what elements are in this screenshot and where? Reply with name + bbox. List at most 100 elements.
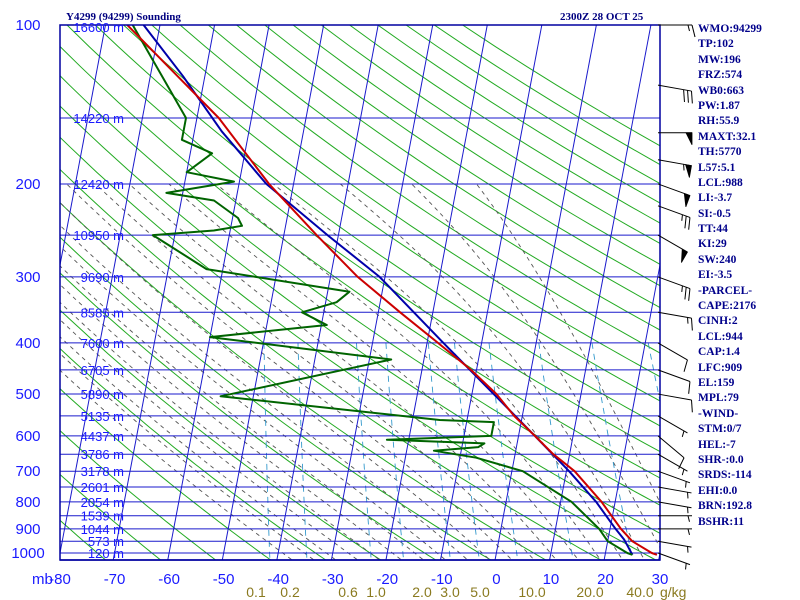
moist-adiabat: [272, 183, 624, 560]
stability-index-item: EI:-3.5: [698, 269, 733, 282]
mixing-ratio-tick-label: 40.0: [626, 584, 653, 600]
station-title: Y4299 (94299) Sounding: [66, 11, 181, 23]
wind-barb: [657, 453, 688, 476]
stability-index-item: MAXT:32.1: [698, 130, 757, 143]
wind-barb-staff: [657, 552, 691, 566]
stability-index-item: TT:44: [698, 223, 728, 236]
temperature-tick-label: -50: [213, 571, 235, 588]
dry-adiabat: [123, 25, 660, 402]
wind-barb: [658, 132, 693, 145]
moist-adiabat: [60, 336, 337, 560]
mixing-ratio-line: [488, 342, 519, 560]
pressure-tick-label: 400: [15, 335, 40, 352]
wind-barb-flag: [690, 318, 693, 331]
pressure-tick-label: 200: [15, 176, 40, 193]
moist-adiabat: [60, 283, 403, 560]
wind-barb-flag: [691, 24, 696, 38]
temperature-tick-label: 30: [652, 571, 669, 588]
stability-index-item: LCL:988: [698, 176, 743, 189]
isotherm: [549, 25, 652, 560]
wind-barb-flag: [684, 287, 687, 300]
temperature-tick-label: -80: [49, 571, 71, 588]
moist-adiabat: [476, 183, 660, 504]
temperature-tick-label: 10: [543, 571, 560, 588]
temperature-tick-label: -60: [158, 571, 180, 588]
wind-barb-flag: [690, 91, 693, 104]
mixing-ratio-tick-label: 1.0: [366, 584, 386, 600]
wind-barb-staff: [657, 342, 688, 361]
stability-index-item: -PARCEL-: [698, 284, 753, 297]
dry-adiabat: [60, 272, 437, 560]
height-label: 2601 m: [81, 480, 124, 495]
height-label: 3178 m: [81, 464, 124, 479]
wind-barb-pennant: [683, 192, 691, 207]
height-label: 120 m: [88, 546, 124, 561]
dry-adiabat: [60, 105, 660, 534]
moist-adiabat: [60, 224, 469, 560]
wind-barb-half-flag: [687, 528, 690, 535]
plot-border: [59, 24, 661, 561]
wind-barb-pennant: [685, 164, 692, 178]
mixing-ratio-line: [297, 342, 308, 560]
moist-adiabat: [339, 183, 646, 560]
mixing-ratio-tick-label: 0.6: [338, 584, 358, 600]
wind-barb-half-flag: [681, 469, 685, 476]
mixing-ratio-line: [356, 342, 372, 560]
stability-index-item: L57:5.1: [698, 161, 736, 174]
stability-index-item: MW:196: [698, 53, 741, 66]
wind-barb-half-flag: [687, 24, 690, 32]
temperature-tick-label: -70: [104, 571, 126, 588]
wind-barb-pennant: [681, 248, 688, 263]
stability-index-item: CAP:1.4: [698, 346, 740, 359]
dry-adiabat: [179, 25, 660, 354]
wind-barb-staff: [657, 501, 692, 509]
wind-barb: [658, 24, 696, 38]
stability-index-item: KI:29: [698, 238, 727, 251]
temperature-tick-label: -40: [267, 571, 289, 588]
wind-barb-flag: [688, 217, 691, 230]
wind-barb: [657, 435, 685, 470]
wind-barb-half-flag: [681, 214, 683, 221]
wind-barb: [657, 369, 691, 394]
stability-index-item: HEL:-7: [698, 438, 736, 451]
wind-barb-flag: [688, 288, 691, 301]
wind-barb: [657, 183, 691, 207]
stability-index-item: TP:102: [698, 38, 734, 51]
height-label: 4437 m: [81, 429, 124, 444]
stability-index-item: LI:-3.7: [698, 192, 733, 205]
moist-adiabat: [60, 245, 447, 560]
mixing-ratio-line: [263, 342, 271, 560]
dry-adiabat: [151, 25, 660, 378]
moist-adiabat: [411, 183, 660, 549]
wind-barb-staff: [657, 435, 685, 459]
wind-barb-half-flag: [681, 285, 683, 293]
wind-barb-staff: [657, 470, 691, 484]
stability-index-item: CINH:2: [698, 315, 738, 328]
wind-barb-flag: [688, 381, 691, 394]
height-label: 3786 m: [81, 447, 124, 462]
temperature-trace: [126, 25, 658, 556]
isotherm: [276, 25, 379, 560]
stability-index-item: SW:240: [698, 253, 737, 266]
dry-adiabat: [292, 25, 660, 265]
height-label: 5135 m: [81, 409, 124, 424]
pressure-tick-label: 900: [15, 521, 40, 538]
moist-adiabat: [60, 352, 315, 560]
wind-barb-half-flag: [681, 430, 685, 437]
stability-index-item: LCL:944: [698, 330, 743, 343]
moist-adiabat: [60, 201, 491, 560]
height-label: 7600 m: [81, 336, 124, 351]
isotherm: [385, 25, 488, 560]
wind-barb-half-flag: [687, 515, 690, 522]
dry-adiabat: [94, 25, 660, 427]
pressure-unit-label: mb: [32, 571, 53, 588]
wind-barb-staff: [657, 393, 692, 401]
dry-adiabat: [60, 429, 217, 560]
mixing-ratio-line: [454, 342, 480, 560]
stability-index-item: BSHR:11: [698, 515, 745, 528]
chart-grid: [60, 25, 660, 560]
wind-barb-staff: [657, 311, 692, 319]
dry-adiabat: [236, 25, 660, 309]
height-label: 10950 m: [73, 228, 124, 243]
